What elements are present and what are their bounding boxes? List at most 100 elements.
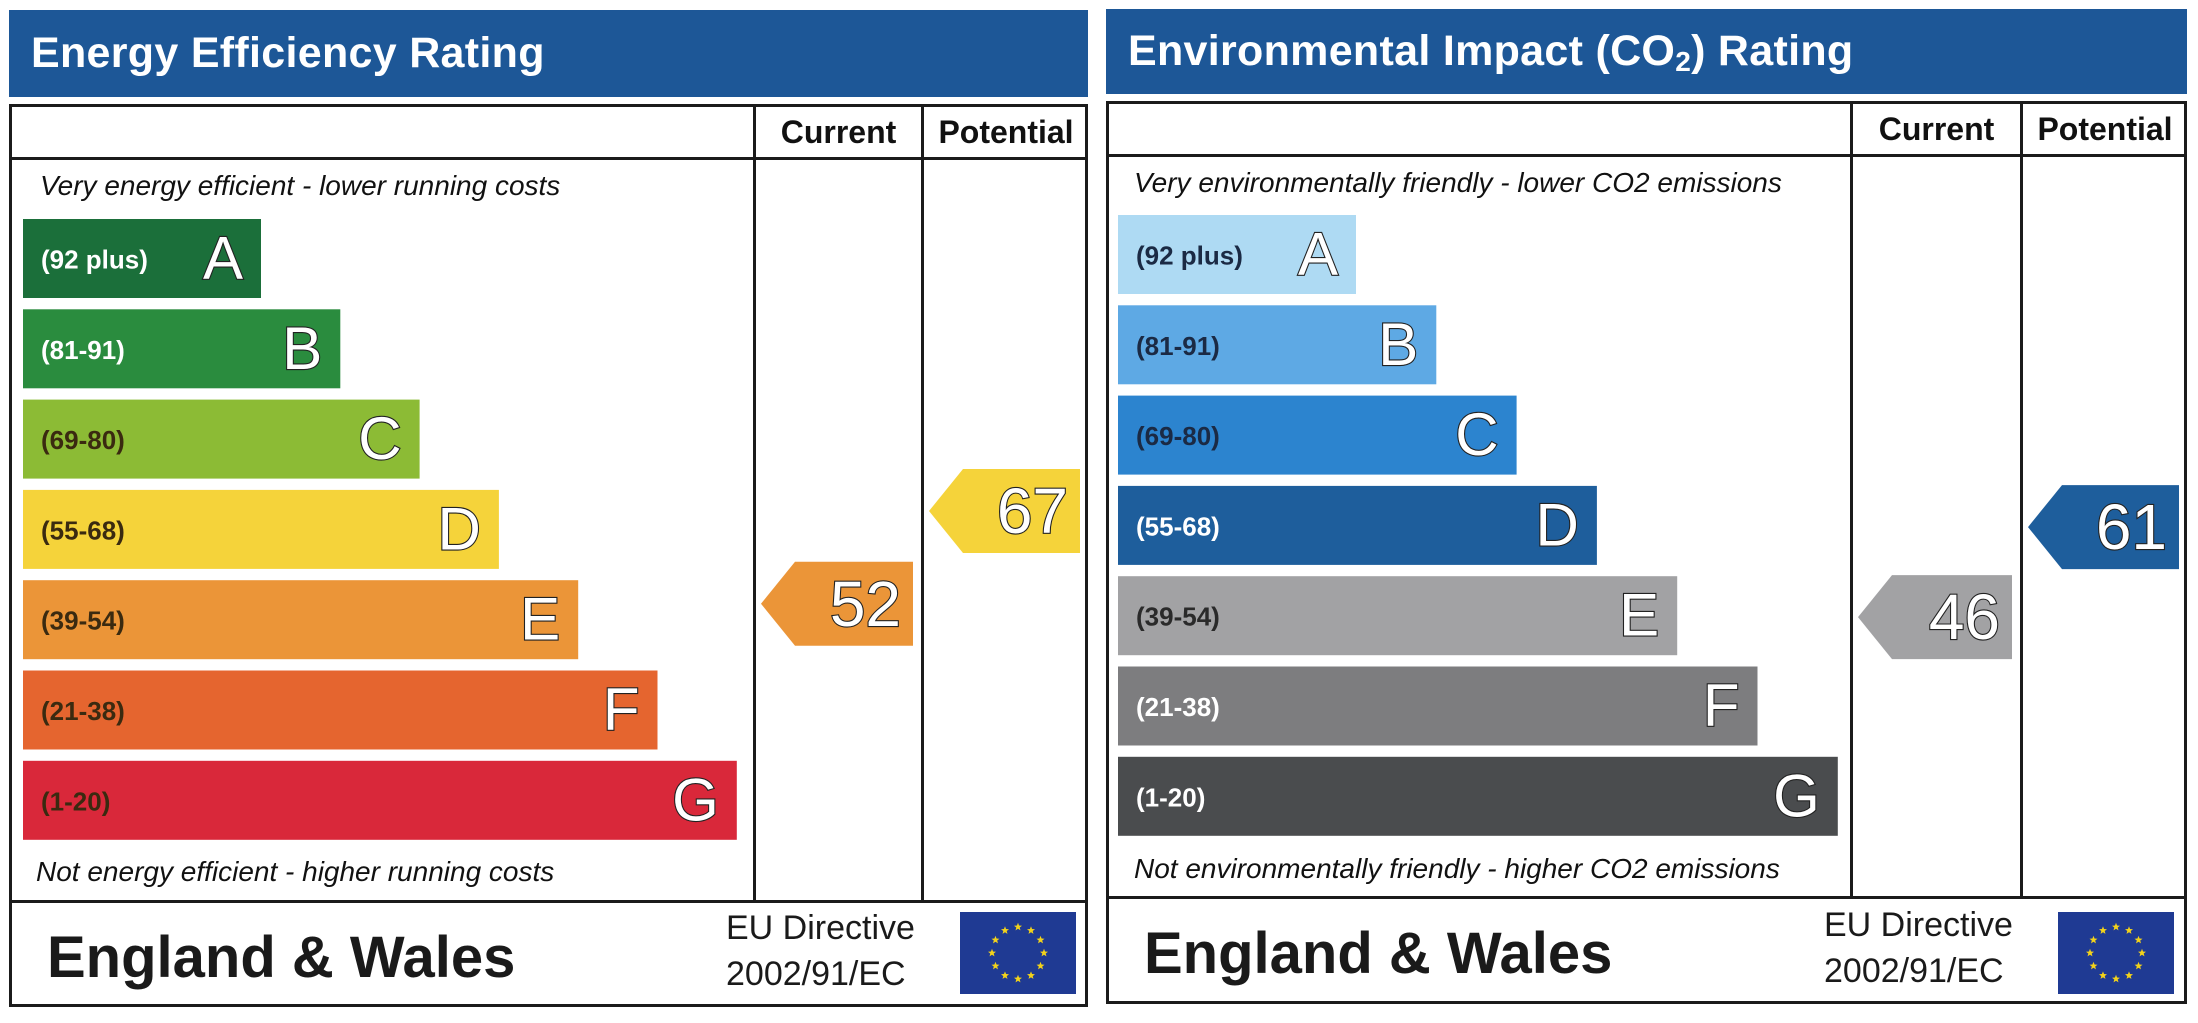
band-letter: A bbox=[1298, 221, 1338, 288]
band-bar bbox=[1118, 395, 1517, 475]
flag-star bbox=[2134, 961, 2143, 970]
divider bbox=[9, 900, 1088, 903]
flag-star bbox=[2089, 935, 2098, 944]
directive-line-2: 2002/91/EC bbox=[1824, 952, 2004, 990]
potential-rating: 61 bbox=[2028, 485, 2179, 570]
band-letter: G bbox=[672, 766, 719, 833]
divider bbox=[921, 104, 924, 903]
band-letter: F bbox=[603, 676, 640, 743]
band-letter: E bbox=[1619, 582, 1659, 649]
flag-star bbox=[2086, 948, 2094, 957]
rating-bars: (92 plus) A (81-91) B (69-80) C (55-68) D (39-54… bbox=[1118, 215, 2179, 836]
potential-rating-arrow bbox=[2028, 485, 2179, 570]
band-range-label: (69-80) bbox=[41, 425, 125, 455]
band-bar bbox=[23, 309, 341, 389]
panel-title: Energy Efficiency Rating bbox=[9, 10, 1088, 97]
band-range-label: (69-80) bbox=[1136, 421, 1220, 451]
rating-bars: (92 plus) A (81-91) B (69-80) C (55-68) D (39-54… bbox=[23, 219, 1080, 840]
band-letter: B bbox=[1378, 311, 1418, 378]
directive-line-2: 2002/91/EC bbox=[726, 955, 906, 993]
band-range-label: (55-68) bbox=[41, 515, 125, 545]
potential-rating-value: 61 bbox=[2096, 491, 2167, 563]
band-range-label: (81-91) bbox=[1136, 331, 1220, 361]
band-range-label: (92 plus) bbox=[1136, 241, 1243, 271]
potential-rating-value: 67 bbox=[997, 475, 1068, 547]
divider bbox=[1106, 896, 2187, 899]
band-range-label: (1-20) bbox=[41, 786, 110, 816]
current-rating-arrow bbox=[761, 561, 913, 646]
flag-star bbox=[1036, 935, 1045, 944]
band-letter: C bbox=[1455, 401, 1498, 468]
flag-star bbox=[2138, 948, 2146, 957]
current-rating-arrow bbox=[1858, 575, 2012, 660]
panel-title-text: Environmental Impact (CO bbox=[1128, 27, 1676, 75]
flag-star bbox=[988, 948, 996, 957]
band-a: (92 plus) A bbox=[1118, 215, 1356, 294]
flag-star bbox=[991, 961, 1000, 970]
potential-rating: 67 bbox=[929, 469, 1080, 554]
column-header-potential: Potential bbox=[2037, 111, 2173, 147]
band-bar bbox=[23, 489, 499, 569]
band-range-label: (81-91) bbox=[41, 335, 125, 365]
current-rating-value: 46 bbox=[1929, 581, 2000, 653]
footer-region: England & Wales bbox=[1144, 921, 1613, 986]
eu-flag-icon bbox=[2058, 912, 2174, 994]
panel-title-text-end: ) Rating bbox=[1691, 27, 1854, 75]
footer-directive: EU Directive 2002/91/EC bbox=[726, 905, 915, 997]
band-f: (21-38) F bbox=[1118, 666, 1758, 746]
flag-star bbox=[1036, 961, 1045, 970]
column-header-potential: Potential bbox=[938, 114, 1074, 150]
bottom-caption: Not energy efficient - higher running co… bbox=[36, 856, 555, 887]
flag-star bbox=[1014, 974, 1022, 983]
potential-rating-arrow bbox=[929, 469, 1080, 554]
footer-directive: EU Directive 2002/91/EC bbox=[1824, 902, 2013, 994]
band-bar bbox=[1118, 666, 1758, 746]
column-header-current: Current bbox=[1878, 111, 1995, 147]
current-rating: 46 bbox=[1858, 575, 2012, 660]
band-bar bbox=[23, 580, 579, 660]
band-bar bbox=[1118, 305, 1437, 385]
footer-region: England & Wales bbox=[47, 925, 516, 990]
flag-star bbox=[1014, 922, 1022, 931]
band-bar bbox=[23, 399, 420, 479]
column-header-current: Current bbox=[780, 114, 897, 150]
flag-star bbox=[2099, 971, 2107, 979]
flag-star bbox=[1040, 948, 1048, 957]
flag-star bbox=[991, 935, 1000, 944]
band-bar bbox=[1118, 215, 1356, 294]
band-bar bbox=[1118, 576, 1678, 656]
band-range-label: (39-54) bbox=[1136, 602, 1220, 632]
flag-star bbox=[1027, 971, 1035, 979]
band-range-label: (92 plus) bbox=[41, 245, 148, 275]
flag-star bbox=[1027, 926, 1035, 934]
divider bbox=[9, 157, 1088, 160]
flag-star bbox=[2112, 974, 2120, 983]
band-bar bbox=[1118, 756, 1838, 836]
divider bbox=[753, 104, 756, 903]
current-rating-value: 52 bbox=[830, 568, 901, 640]
band-range-label: (21-38) bbox=[41, 696, 125, 726]
band-g: (1-20) G bbox=[1118, 756, 1838, 836]
band-bar bbox=[23, 219, 261, 298]
top-caption: Very energy efficient - lower running co… bbox=[40, 170, 561, 201]
band-c: (69-80) C bbox=[23, 399, 420, 479]
top-caption: Very environmentally friendly - lower CO… bbox=[1134, 167, 1782, 198]
divider bbox=[2020, 101, 2023, 899]
flag-star bbox=[1001, 971, 1009, 979]
flag-star bbox=[2099, 926, 2107, 934]
band-letter: E bbox=[520, 586, 560, 653]
band-e: (39-54) E bbox=[23, 580, 579, 660]
band-bar bbox=[23, 670, 658, 750]
band-letter: C bbox=[358, 405, 401, 472]
band-letter: A bbox=[203, 225, 243, 292]
panel-title-subscript: 2 bbox=[1675, 46, 1692, 77]
divider bbox=[1106, 154, 2187, 157]
band-d: (55-68) D bbox=[23, 489, 499, 569]
band-b: (81-91) B bbox=[1118, 305, 1437, 385]
flag-star bbox=[2112, 922, 2120, 931]
band-range-label: (1-20) bbox=[1136, 782, 1205, 812]
band-g: (1-20) G bbox=[23, 760, 737, 840]
eu-flag-icon bbox=[960, 912, 1076, 994]
band-letter: D bbox=[438, 495, 481, 562]
current-rating: 52 bbox=[761, 561, 913, 646]
